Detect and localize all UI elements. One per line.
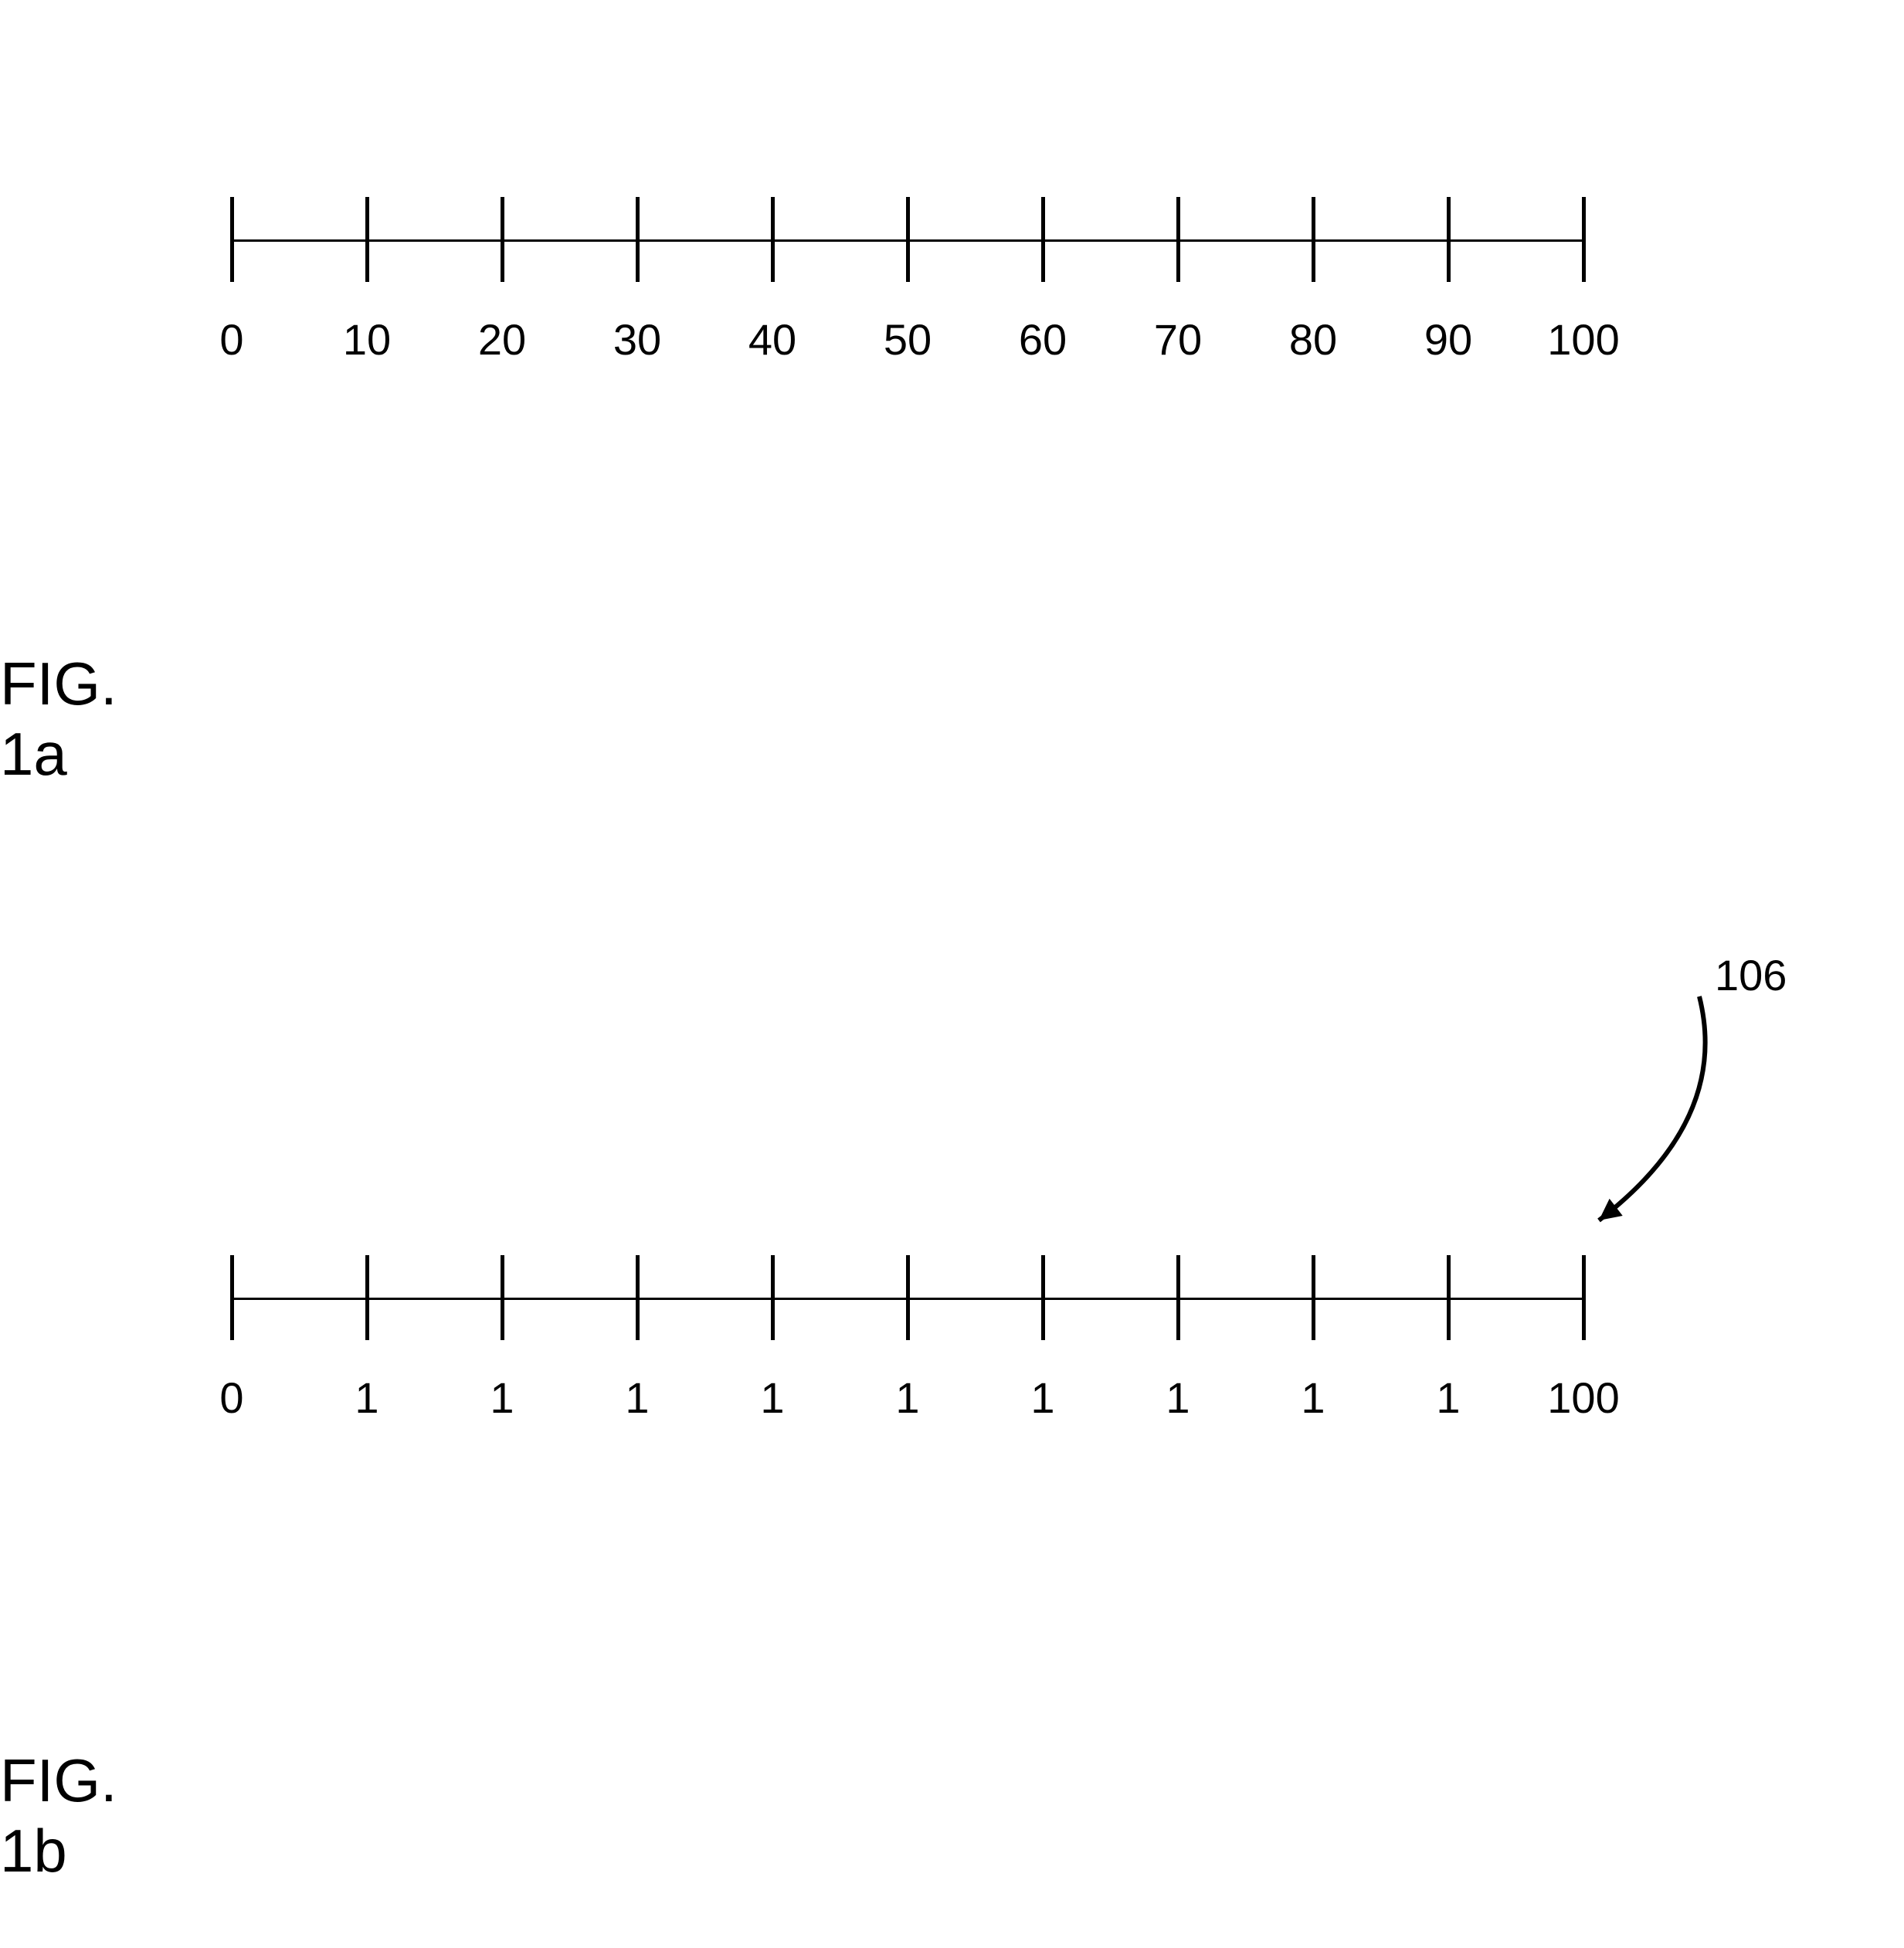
tick — [230, 1255, 234, 1340]
tick-label: 100 — [1547, 1373, 1619, 1423]
tick — [906, 197, 910, 282]
tick-label: 1 — [1166, 1373, 1190, 1423]
tick — [365, 1255, 369, 1340]
tick-label: 1 — [490, 1373, 514, 1423]
tick — [636, 197, 640, 282]
tick-label: 1 — [1301, 1373, 1325, 1423]
tick-label: 90 — [1424, 314, 1472, 365]
tick — [636, 1255, 640, 1340]
tick — [1041, 1255, 1045, 1340]
tick — [501, 197, 504, 282]
tick — [1312, 1255, 1315, 1340]
tick-label: 1 — [895, 1373, 919, 1423]
tick — [230, 197, 234, 282]
tick-label: 70 — [1154, 314, 1202, 365]
tick — [771, 197, 775, 282]
tick — [1176, 1255, 1180, 1340]
tick-label: 1 — [1030, 1373, 1054, 1423]
tick-label: 30 — [613, 314, 661, 365]
tick — [1447, 1255, 1451, 1340]
tick-label: 60 — [1019, 314, 1067, 365]
tick — [1176, 197, 1180, 282]
tick — [1041, 197, 1045, 282]
tick-label: 1 — [1436, 1373, 1460, 1423]
tick — [501, 1255, 504, 1340]
tick-label: 80 — [1289, 314, 1337, 365]
tick — [1582, 1255, 1586, 1340]
tick-label: 1 — [625, 1373, 649, 1423]
tick-label: 50 — [884, 314, 932, 365]
tick — [1312, 197, 1315, 282]
callout-arrow-icon — [1522, 981, 1777, 1251]
tick — [906, 1255, 910, 1340]
tick-label: 100 — [1547, 314, 1619, 365]
tick — [365, 197, 369, 282]
tick-label: 0 — [219, 314, 243, 365]
tick-label: 1 — [760, 1373, 784, 1423]
tick-label: 20 — [478, 314, 526, 365]
tick — [771, 1255, 775, 1340]
tick — [1447, 197, 1451, 282]
tick-label: 40 — [748, 314, 796, 365]
tick-label: 1 — [355, 1373, 378, 1423]
tick-label: 0 — [219, 1373, 243, 1423]
tick — [1582, 197, 1586, 282]
tick-label: 10 — [343, 314, 391, 365]
